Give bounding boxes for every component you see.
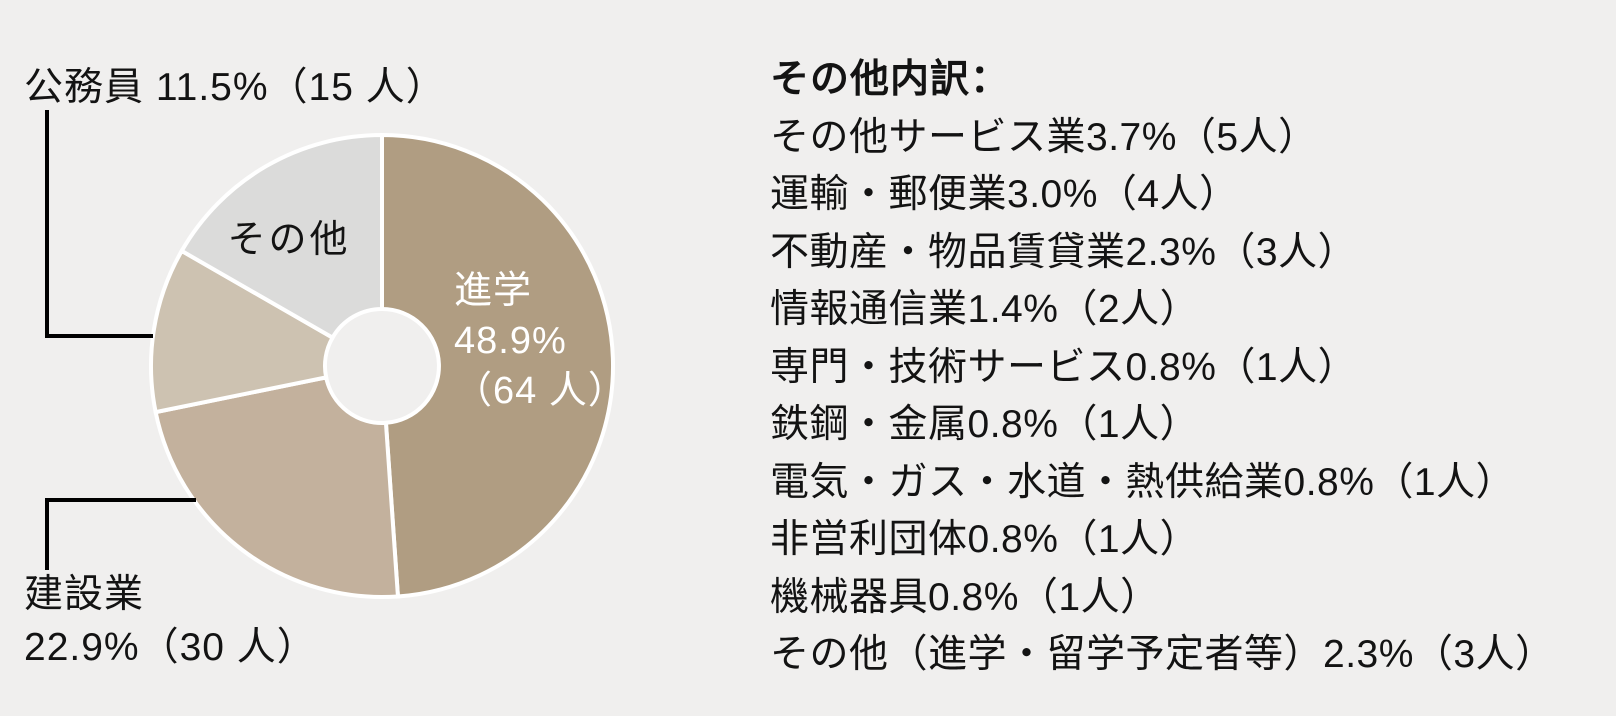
breakdown-item: その他サービス業3.7%（5人） [770, 115, 1318, 159]
label-kensetsu-value: 22.9%（30 人） [24, 626, 317, 669]
label-shingaku-name: 進学 [454, 270, 533, 312]
pie-segment-koumuin [149, 248, 336, 415]
breakdown-list: その他サービス業3.7%（5人） 運輸・郵便業3.0%（4人） 不動産・物品賃貸業2… [770, 109, 1555, 684]
breakdown-item: 鉄鋼・金属0.8%（1人） [770, 403, 1200, 446]
label-shingaku-count: （64 人） [454, 370, 627, 412]
breakdown-title: その他内訳： [770, 58, 1011, 101]
breakdown-panel: その他内訳： その他サービス業3.7%（5人） 運輸・郵便業3.0%（4人） 不動産… [770, 51, 1555, 684]
pie-segment-kensetsu [153, 375, 401, 599]
pie-segment-shingaku [380, 132, 616, 599]
breakdown-item: 運輸・郵便業3.0%（4人） [770, 173, 1239, 216]
pie-segment-sonota [178, 132, 384, 341]
leader-line-kensetsu [45, 498, 196, 570]
label-kensetsu-name: 建設業 [24, 573, 145, 616]
label-sonota: その他 [227, 219, 351, 261]
breakdown-item: 電気・ガス・水道・熱供給業0.8%（1人） [770, 460, 1516, 504]
label-shingaku-pct: 48.9% [454, 320, 567, 362]
breakdown-item: 専門・技術サービス0.8%（1人） [770, 345, 1358, 389]
breakdown-item: 機械器具0.8%（1人） [770, 575, 1160, 619]
leader-line-koumuin [45, 110, 153, 338]
breakdown-item: 非営利団体0.8%（1人） [770, 518, 1200, 561]
label-koumuin: 公務員 11.5%（15 人） [24, 66, 446, 109]
breakdown-item: その他（進学・留学予定者等）2.3%（3人） [770, 633, 1555, 676]
breakdown-item: 情報通信業1.4%（2人） [770, 288, 1200, 331]
label-kensetsu: 建設業 22.9%（30 人） [24, 568, 317, 674]
label-shingaku: 進学 48.9% （64 人） [454, 266, 627, 416]
breakdown-item: 不動産・物品賃貸業2.3%（3人） [770, 230, 1358, 274]
